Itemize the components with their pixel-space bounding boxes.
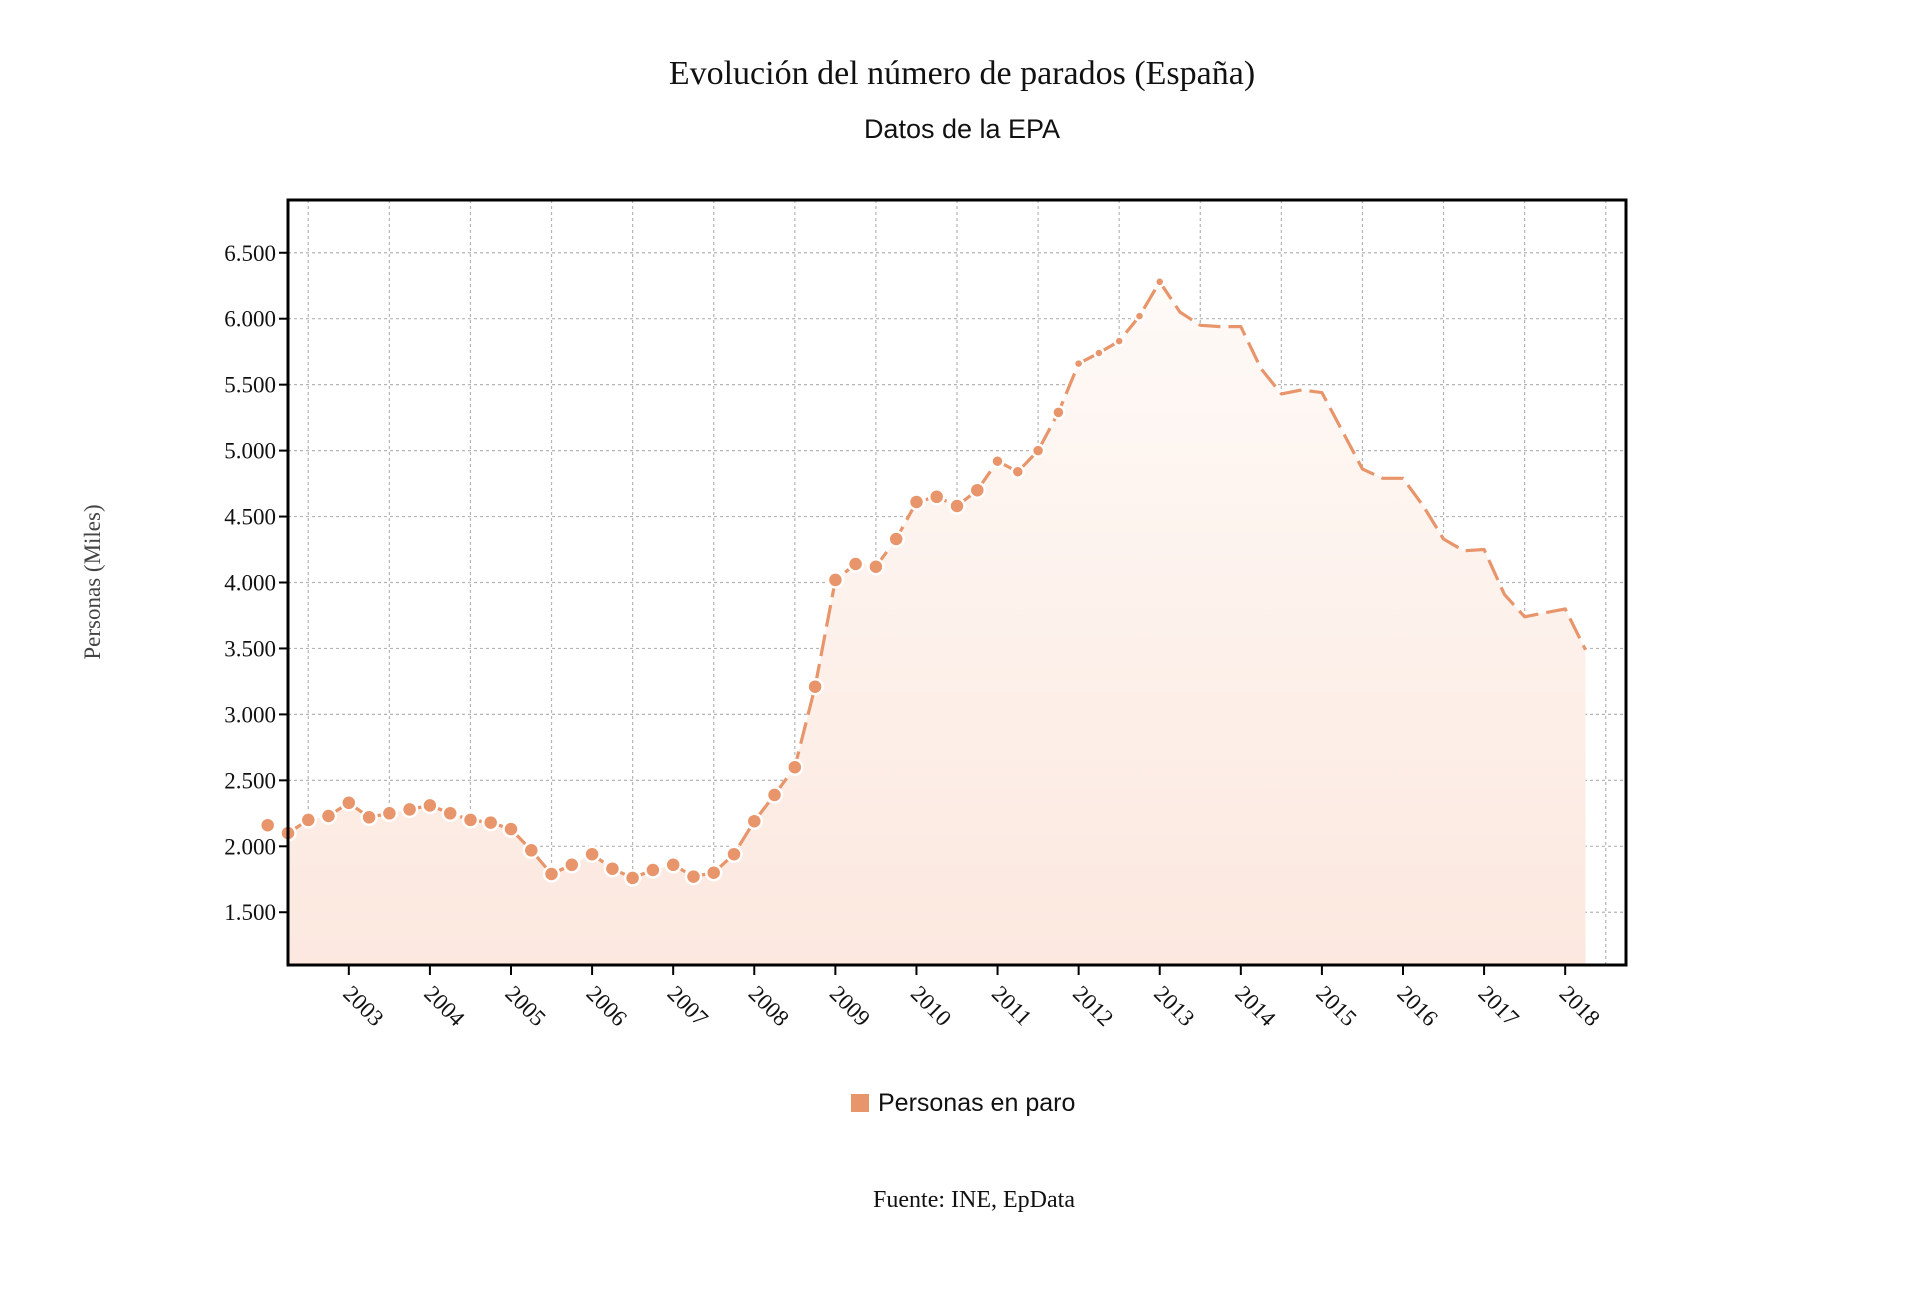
data-point[interactable] [340, 794, 358, 812]
data-point[interactable] [421, 796, 439, 815]
y-tick-label: 5.000 [224, 439, 276, 464]
source-note: Fuente: INE, EpData [873, 1187, 1075, 1213]
legend[interactable]: Personas en paro [851, 1089, 1075, 1117]
x-tick-label: 2015 [1311, 981, 1361, 1031]
y-tick-label: 2.500 [224, 768, 276, 793]
y-tick-label: 4.000 [224, 571, 276, 596]
data-point[interactable] [765, 786, 784, 804]
data-point[interactable] [927, 488, 946, 506]
data-point[interactable] [644, 861, 662, 879]
data-point[interactable] [1113, 335, 1125, 347]
x-tick-label: 2005 [500, 981, 550, 1031]
data-point[interactable] [502, 820, 520, 838]
x-tick-label: 2006 [582, 981, 632, 1031]
y-tick-label: 4.500 [224, 505, 276, 530]
data-point[interactable] [441, 804, 459, 823]
data-point[interactable] [968, 481, 987, 499]
data-point[interactable] [299, 811, 318, 829]
data-point[interactable] [1072, 357, 1085, 370]
data-point[interactable] [583, 845, 601, 863]
data-point[interactable] [623, 869, 642, 887]
area-fill-group [288, 281, 1586, 965]
y-tick-label: 3.000 [224, 702, 276, 727]
data-point[interactable] [887, 530, 905, 548]
data-point[interactable] [826, 571, 845, 589]
data-point[interactable] [522, 841, 541, 860]
x-tick-label: 2009 [825, 981, 875, 1031]
data-point[interactable] [1133, 310, 1146, 322]
data-point[interactable] [1051, 405, 1066, 420]
y-axis-label: Personas (Miles) [80, 504, 105, 659]
x-tick-label: 2004 [419, 981, 470, 1032]
data-point[interactable] [1010, 464, 1026, 479]
data-point[interactable] [745, 812, 764, 830]
x-tick-label: 2017 [1474, 981, 1524, 1031]
data-point[interactable] [948, 497, 966, 515]
x-tick-label: 2013 [1149, 981, 1199, 1031]
data-point[interactable] [603, 859, 622, 878]
data-point[interactable] [380, 804, 399, 823]
x-tick-label: 2010 [906, 981, 956, 1031]
data-point[interactable] [461, 811, 480, 829]
y-tick-label: 6.500 [224, 241, 276, 266]
data-point[interactable] [684, 867, 703, 886]
data-point[interactable] [725, 845, 743, 863]
data-point[interactable] [481, 813, 500, 832]
data-point[interactable] [400, 800, 419, 819]
data-point[interactable] [907, 493, 926, 511]
x-tick-label: 2012 [1068, 981, 1118, 1031]
y-tick-label: 3.500 [224, 636, 276, 661]
data-point[interactable] [1153, 276, 1166, 288]
legend-swatch [851, 1094, 869, 1112]
chart-subtitle: Datos de la EPA [864, 114, 1060, 144]
data-point[interactable] [664, 856, 682, 874]
x-tick-label: 2018 [1555, 981, 1605, 1031]
data-points [258, 276, 1166, 887]
legend-label: Personas en paro [878, 1089, 1075, 1117]
data-point[interactable] [704, 863, 723, 882]
data-point[interactable] [990, 453, 1005, 469]
x-tick-label: 2007 [663, 981, 713, 1031]
x-tick-label: 2008 [744, 981, 794, 1031]
x-tick-label: 2003 [338, 981, 388, 1031]
data-point[interactable] [806, 677, 824, 696]
series-area [288, 281, 1586, 965]
data-point[interactable] [846, 555, 865, 573]
chart-title: Evolución del número de parados (España) [669, 55, 1255, 92]
data-point[interactable] [563, 856, 581, 874]
y-tick-label: 5.500 [224, 373, 276, 398]
x-tick-label: 2011 [987, 981, 1037, 1031]
data-point[interactable] [1030, 443, 1046, 458]
series-line [288, 280, 1587, 880]
x-axis-ticks: 2003 2004 2005 2006 2007 2008 2009 2010 2011 2012… [338, 965, 1605, 1031]
data-point[interactable] [319, 807, 338, 825]
series-line-group [288, 280, 1587, 880]
data-point[interactable] [1093, 347, 1105, 359]
data-point[interactable] [786, 758, 804, 776]
x-tick-label: 2016 [1392, 981, 1442, 1031]
data-point[interactable] [867, 557, 885, 576]
data-point[interactable] [542, 865, 561, 883]
y-tick-label: 2.000 [224, 834, 276, 859]
x-tick-label: 2014 [1230, 981, 1281, 1032]
y-tick-label: 1.500 [224, 900, 276, 925]
y-tick-label: 6.000 [224, 307, 276, 332]
data-point[interactable] [360, 808, 378, 827]
y-axis-ticks: 1.500 2.000 2.500 3.000 3.500 4.000 4.500 5.000… [224, 241, 288, 925]
data-point[interactable] [258, 816, 277, 834]
